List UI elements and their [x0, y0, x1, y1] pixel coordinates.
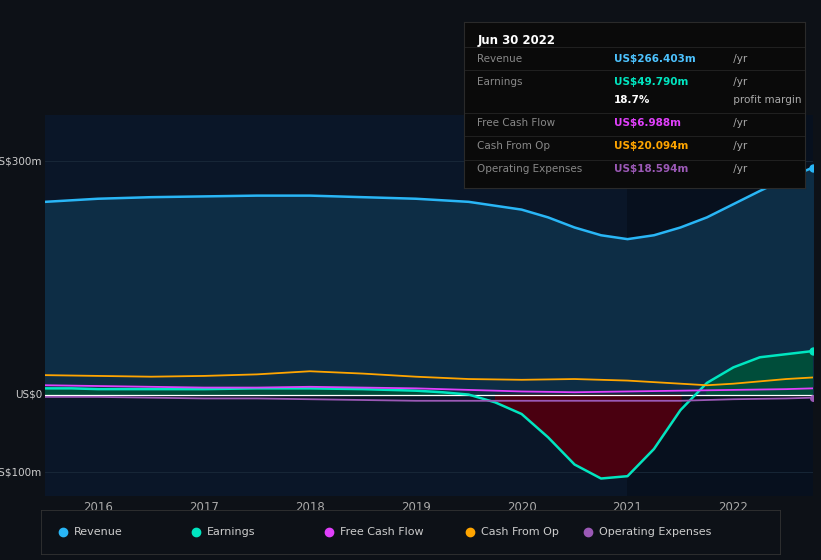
Text: Cash From Op: Cash From Op [481, 527, 558, 537]
Text: Operating Expenses: Operating Expenses [478, 165, 583, 174]
Text: -US$100m: -US$100m [0, 467, 42, 477]
Text: Earnings: Earnings [478, 77, 523, 87]
Text: US$18.594m: US$18.594m [614, 165, 688, 174]
Text: 18.7%: 18.7% [614, 95, 650, 105]
Text: Jun 30 2022: Jun 30 2022 [478, 34, 556, 47]
Text: Revenue: Revenue [75, 527, 123, 537]
Text: Operating Expenses: Operating Expenses [599, 527, 711, 537]
Text: /yr: /yr [730, 141, 747, 151]
Text: /yr: /yr [730, 165, 747, 174]
Text: Free Cash Flow: Free Cash Flow [478, 118, 556, 128]
Text: profit margin: profit margin [730, 95, 801, 105]
Text: US$266.403m: US$266.403m [614, 54, 695, 64]
Text: US$6.988m: US$6.988m [614, 118, 681, 128]
Text: /yr: /yr [730, 54, 747, 64]
Text: US$20.094m: US$20.094m [614, 141, 688, 151]
Text: /yr: /yr [730, 118, 747, 128]
Text: Earnings: Earnings [208, 527, 256, 537]
Text: Cash From Op: Cash From Op [478, 141, 551, 151]
Text: Free Cash Flow: Free Cash Flow [341, 527, 424, 537]
Text: US$0: US$0 [15, 390, 42, 400]
Text: US$300m: US$300m [0, 156, 42, 166]
Text: Revenue: Revenue [478, 54, 523, 64]
Text: /yr: /yr [730, 77, 747, 87]
Bar [627, 115, 813, 496]
Text: US$49.790m: US$49.790m [614, 77, 688, 87]
